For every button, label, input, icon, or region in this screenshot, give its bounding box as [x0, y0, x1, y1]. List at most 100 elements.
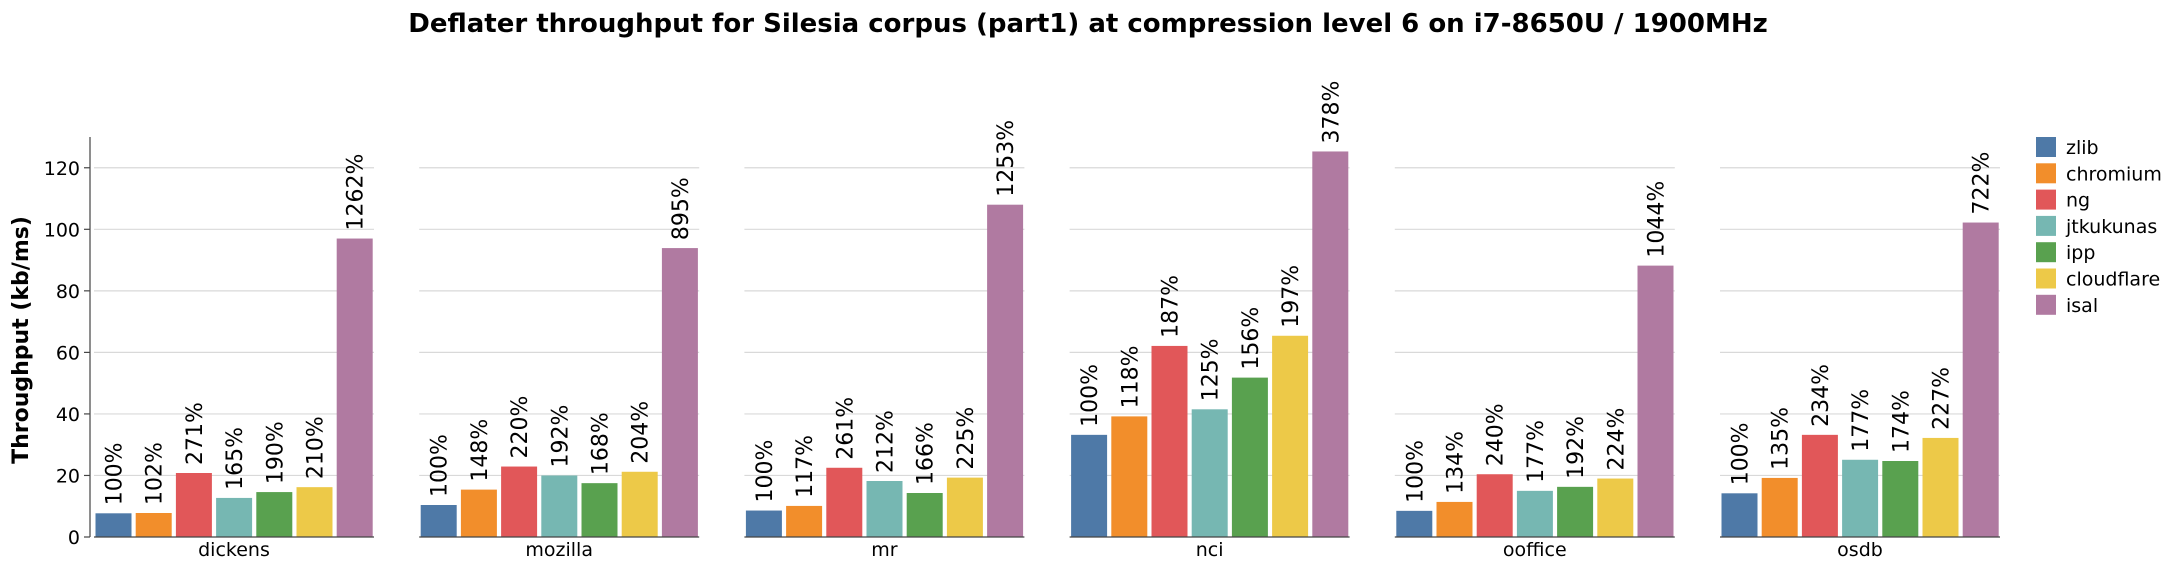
- legend-label: isal: [2066, 295, 2098, 317]
- bar-cloudflare-osdb: [1922, 437, 1959, 537]
- data-label: 225%: [954, 407, 979, 470]
- data-label: 166%: [914, 422, 939, 485]
- bar-isal-mozilla: [661, 248, 698, 538]
- panel-ooffice: 100% 134% 240% 177% 192% 224% 1044% ooffice: [1394, 167, 1675, 561]
- data-label: 212%: [874, 410, 899, 473]
- bar-isal-dickens: [336, 238, 373, 538]
- category-label: mozilla: [525, 539, 593, 561]
- bar-chromium-nci: [1111, 416, 1148, 537]
- legend-label: ipp: [2066, 242, 2095, 264]
- data-label: 378%: [1319, 81, 1344, 144]
- legend-swatch: [2036, 242, 2056, 263]
- bar-ipp-dickens: [256, 492, 293, 537]
- data-label: 134%: [1444, 431, 1469, 494]
- category-label: nci: [1196, 539, 1224, 561]
- panels: 100% 102%271% 165% 190% 210%1262%dickens100%…: [94, 81, 2000, 561]
- bar-jtkukunas-mozilla: [541, 475, 578, 537]
- bar-isal-osdb: [1962, 222, 1999, 538]
- chart-title: Deflater throughput for Silesia corpus (…: [408, 9, 1768, 39]
- bar-ng-osdb: [1801, 434, 1838, 537]
- bar-zlib-mr: [745, 510, 782, 537]
- bar-cloudflare-dickens: [296, 487, 333, 537]
- data-label: 118%: [1118, 345, 1143, 408]
- data-label: 240%: [1484, 403, 1509, 466]
- data-label: 135%: [1769, 407, 1794, 470]
- legend-swatch: [2036, 163, 2056, 184]
- legend-swatch: [2036, 189, 2056, 210]
- data-label: 204%: [629, 401, 654, 464]
- data-label: 187%: [1159, 275, 1184, 338]
- data-label: 722%: [1970, 152, 1995, 215]
- y-tick-label: 120: [44, 158, 80, 180]
- data-label: 210%: [304, 416, 329, 479]
- bar-cloudflare-ooffice: [1597, 478, 1634, 537]
- data-label: 895%: [669, 177, 694, 240]
- bar-cloudflare-nci: [1272, 335, 1309, 537]
- legend-swatch: [2036, 268, 2056, 289]
- bar-ng-dickens: [175, 473, 212, 537]
- bar-ng-mozilla: [501, 466, 538, 537]
- data-label: 165%: [223, 427, 248, 490]
- data-label: 192%: [1564, 416, 1589, 479]
- panel-dickens: 100% 102% 271% 165% 190% 210% 1262% dickens: [94, 154, 374, 561]
- data-label: 100%: [1078, 364, 1103, 427]
- data-label: 102%: [143, 442, 168, 505]
- panel-osdb: 100% 135% 234% 177% 174% 227% 722% osdb: [1720, 152, 2000, 561]
- data-label: 261%: [833, 397, 858, 460]
- category-label: osdb: [1837, 539, 1883, 561]
- legend-item-ng: ng: [2036, 189, 2090, 212]
- legend-label: ng: [2066, 190, 2090, 212]
- data-label: 117%: [793, 435, 818, 498]
- bar-zlib-osdb: [1721, 493, 1758, 537]
- legend-item-cloudflare: cloudflare: [2036, 268, 2160, 291]
- bar-chromium-osdb: [1761, 477, 1798, 537]
- category-label: dickens: [198, 539, 270, 561]
- legend: zlib chromium ng jtkukunas ipp cloudflare isal: [2036, 137, 2162, 317]
- y-tick-label: 40: [56, 404, 80, 426]
- bar-chromium-mozilla: [460, 489, 497, 537]
- data-label: 100%: [428, 434, 453, 497]
- bar-chromium-ooffice: [1436, 501, 1473, 537]
- data-label: 192%: [548, 405, 573, 468]
- y-tick-label: 100: [44, 219, 80, 241]
- bar-chromium-mr: [786, 505, 823, 537]
- legend-item-jtkukunas: jtkukunas: [2036, 215, 2157, 238]
- bar-isal-mr: [987, 204, 1024, 537]
- data-label: 1262%: [344, 154, 369, 231]
- bar-jtkukunas-dickens: [216, 497, 253, 537]
- legend-item-zlib: zlib: [2036, 137, 2099, 159]
- legend-swatch: [2036, 215, 2056, 236]
- data-label: 177%: [1524, 420, 1549, 483]
- bar-jtkukunas-ooffice: [1516, 490, 1553, 537]
- legend-item-chromium: chromium: [2036, 163, 2162, 185]
- y-tick-label: 20: [56, 465, 80, 487]
- panel-mozilla: 100% 148% 220% 192% 168% 204% 895% mozilla: [419, 167, 700, 561]
- data-label: 174%: [1889, 390, 1914, 453]
- data-label: 271%: [183, 402, 208, 465]
- y-tick-label: 80: [56, 281, 80, 303]
- legend-label: jtkukunas: [2065, 216, 2157, 238]
- bar-ipp-ooffice: [1557, 486, 1594, 537]
- data-label: 100%: [753, 440, 778, 503]
- legend-swatch: [2036, 294, 2056, 315]
- category-label: ooffice: [1503, 539, 1567, 561]
- bar-zlib-ooffice: [1396, 510, 1433, 537]
- bar-zlib-dickens: [95, 513, 132, 537]
- data-label: 1253%: [994, 120, 1019, 197]
- bar-zlib-mozilla: [420, 505, 457, 537]
- bar-zlib-nci: [1071, 434, 1108, 537]
- data-label: 220%: [508, 396, 533, 459]
- data-label: 1044%: [1645, 181, 1670, 258]
- bar-cloudflare-mr: [946, 477, 983, 537]
- legend-label: zlib: [2066, 137, 2099, 159]
- data-label: 148%: [468, 419, 493, 482]
- bar-ipp-mr: [906, 493, 943, 537]
- bar-jtkukunas-osdb: [1842, 459, 1879, 537]
- bar-cloudflare-mozilla: [621, 471, 658, 537]
- bar-isal-nci: [1312, 151, 1349, 537]
- data-label: 177%: [1849, 389, 1874, 452]
- legend-item-isal: isal: [2036, 294, 2098, 317]
- data-label: 197%: [1279, 265, 1304, 328]
- y-tick-label: 60: [56, 342, 80, 364]
